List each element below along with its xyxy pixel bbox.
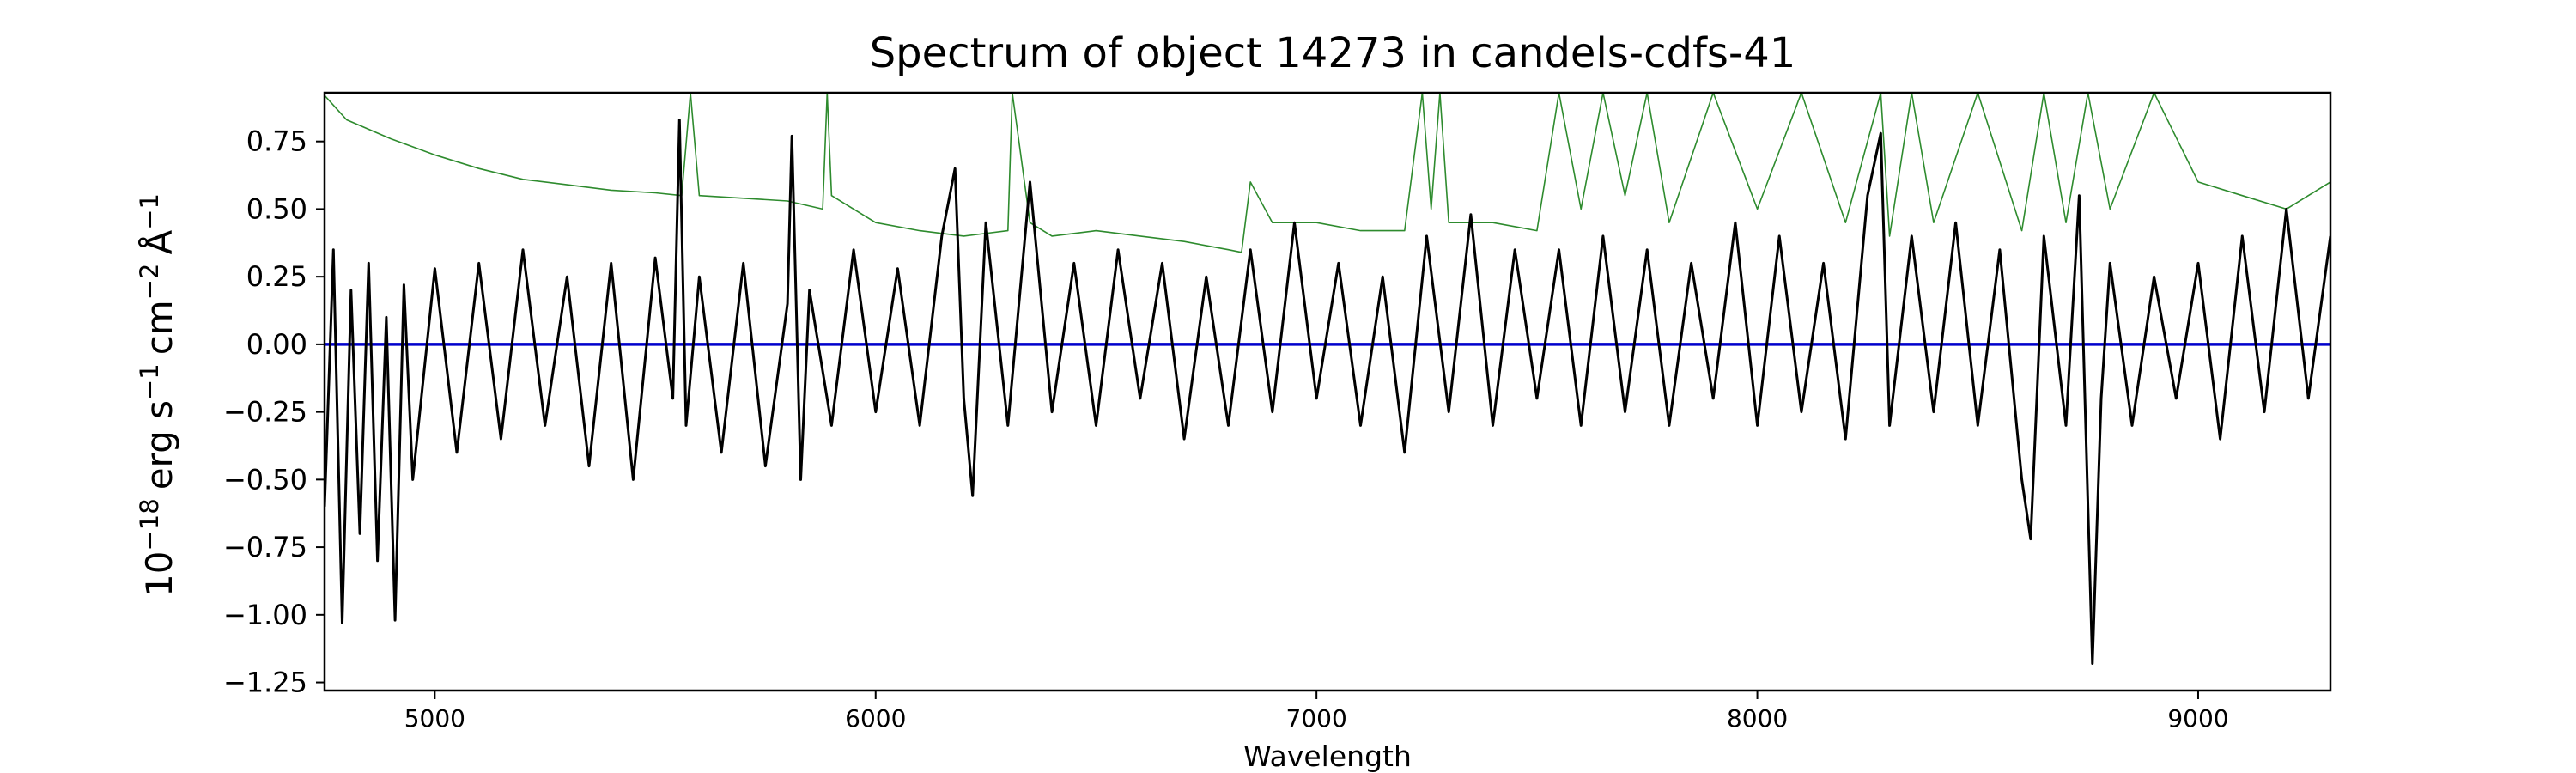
flux-series-line [325, 119, 2330, 665]
y-label-unit-erg: erg s [138, 400, 180, 490]
y-tick-label: −1.25 [223, 666, 307, 699]
y-axis: 0.75 0.50 0.25 0.00 −0.25 −0.50 −0.75 −1.00 −1.2… [223, 125, 325, 699]
y-tick-label: 0.00 [246, 328, 307, 361]
y-label-exp: −18 [135, 498, 164, 551]
y-label-exp-s: −1 [135, 363, 164, 400]
error-series-line [325, 93, 2330, 253]
x-tick-label: 8000 [1727, 704, 1788, 733]
x-axis-label: Wavelength [1243, 740, 1412, 773]
plot-frame [323, 91, 2332, 692]
x-tick-label: 5000 [404, 704, 465, 733]
y-label-base: 10 [138, 551, 180, 597]
x-tick-label: 9000 [2167, 704, 2228, 733]
plot-area [323, 91, 2332, 692]
y-label-exp-angstrom: −1 [135, 193, 164, 230]
y-tick-label: −0.50 [223, 463, 307, 496]
y-tick-label: 0.75 [246, 125, 307, 158]
x-tick-label: 7000 [1286, 704, 1347, 733]
y-tick-label: −0.75 [223, 531, 307, 563]
y-tick-label: −1.00 [223, 599, 307, 631]
y-label-unit-cm: cm [138, 300, 180, 355]
y-label-unit-angstrom: Å [137, 230, 180, 255]
y-tick-label: −0.25 [223, 396, 307, 429]
y-tick-label: 0.25 [246, 260, 307, 293]
y-label-exp-cm: −2 [135, 264, 164, 301]
y-axis-label: 10−18erg s−1cm−2Å−1 [135, 193, 180, 597]
chart-title: Spectrum of object 14273 in candels-cdfs… [870, 29, 1796, 77]
x-tick-label: 6000 [845, 704, 906, 733]
x-axis: 5000 6000 7000 8000 9000 [404, 691, 2229, 733]
y-tick-label: 0.50 [246, 192, 307, 225]
